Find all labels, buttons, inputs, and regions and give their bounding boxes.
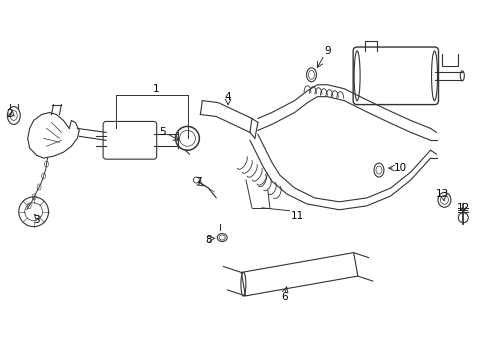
Text: 1: 1 bbox=[152, 84, 159, 94]
Text: 11: 11 bbox=[291, 211, 304, 221]
Text: 10: 10 bbox=[394, 163, 407, 173]
Text: 5: 5 bbox=[159, 127, 166, 138]
Text: 9: 9 bbox=[324, 46, 331, 56]
Text: 4: 4 bbox=[225, 92, 231, 102]
Text: 8: 8 bbox=[205, 234, 212, 244]
FancyBboxPatch shape bbox=[103, 121, 157, 159]
Text: 7: 7 bbox=[195, 177, 202, 187]
FancyBboxPatch shape bbox=[353, 47, 439, 105]
Text: 13: 13 bbox=[436, 189, 449, 199]
Text: 12: 12 bbox=[457, 203, 470, 213]
Text: 2: 2 bbox=[6, 108, 13, 118]
Text: 6: 6 bbox=[281, 292, 288, 302]
Text: 3: 3 bbox=[33, 215, 40, 225]
